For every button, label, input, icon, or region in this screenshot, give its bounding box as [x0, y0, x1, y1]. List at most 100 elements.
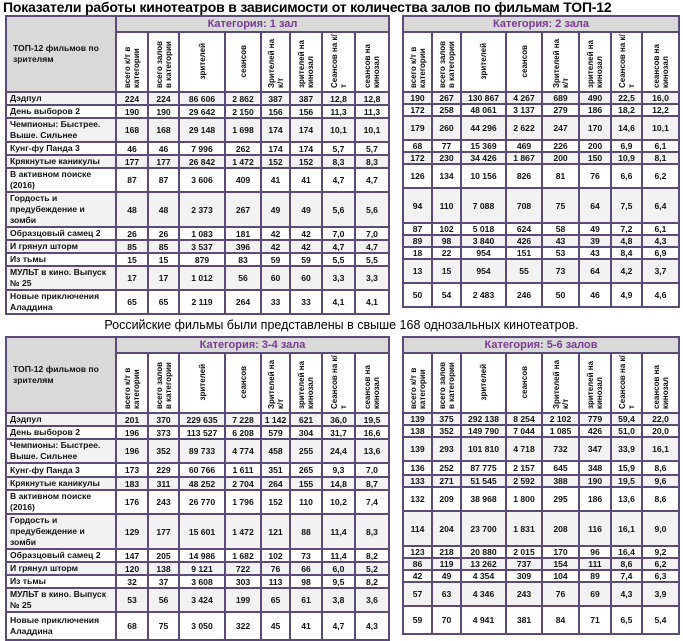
- table-cell: 6,3: [641, 569, 680, 583]
- table-row: 89 98 3 840 426 43 39 4,8 4,3: [402, 234, 680, 248]
- table-cell: 303: [224, 574, 262, 589]
- table-cell: 3,3: [354, 265, 390, 291]
- table-row: 42 49 4 354 309 104 89 7,4 6,3: [402, 569, 680, 583]
- table-cell: 152: [260, 154, 291, 169]
- table-cell: 41: [289, 611, 323, 641]
- table-cell: 61: [289, 587, 323, 613]
- table-cell: 133: [402, 474, 433, 488]
- table-cell: 293: [431, 436, 462, 462]
- table-cell: 4 354: [460, 569, 507, 583]
- table-cell: 264: [260, 476, 291, 491]
- table-cell: 1 083: [178, 226, 226, 241]
- table-cell: 152: [289, 154, 323, 169]
- table-cell: 46: [578, 282, 612, 308]
- table-cell: 2 102: [541, 412, 580, 426]
- table-cell: 46: [115, 141, 149, 156]
- table-cell: 13,6: [610, 486, 643, 512]
- table-row: И грянул шторм 85 85 3 537 396 42 42 4,7 4,7: [5, 239, 390, 254]
- table-cell: 64: [578, 258, 612, 284]
- table-row: День выборов 2 190 190 29 642 2 150 156 156 11,…: [5, 104, 390, 119]
- table-cell: 42: [260, 239, 291, 254]
- table-cell: 9,3: [321, 462, 356, 478]
- table-cell: 381: [505, 605, 543, 635]
- table-cell: 113: [260, 574, 291, 589]
- table-cell: 56: [224, 265, 262, 291]
- column-header: Зрителей на к/т: [541, 352, 580, 414]
- table-cell: 87 775: [460, 460, 507, 476]
- table-cell: 22: [431, 246, 462, 260]
- table-cell: 224: [115, 91, 149, 106]
- table-cell: 87: [115, 167, 149, 193]
- table-cell: 60 766: [178, 462, 226, 478]
- table-cell: 7 228: [224, 412, 262, 427]
- table-cell: 1 831: [505, 510, 543, 547]
- film-name: Чемпионы: Быстрее. Выше. Сильнее: [5, 438, 117, 464]
- table-cell: 113 527: [178, 425, 226, 440]
- table-cell: 5,7: [321, 141, 356, 156]
- table-cell: 33: [260, 289, 291, 315]
- table-cell: 2 862: [224, 91, 262, 106]
- table-cell: 258: [431, 103, 462, 117]
- film-name: В активном поиске (2016): [5, 489, 117, 515]
- table-cell: 59,4: [610, 412, 643, 426]
- column-header-label: сеансов на кинозал: [363, 44, 381, 88]
- column-header: Зрителей на к/т: [260, 352, 291, 414]
- table-row: День выборов 2 196 373 113 527 6 208 579 304 31…: [5, 425, 390, 440]
- table-cell: 14,8: [321, 476, 356, 491]
- table-cell: 264: [224, 289, 262, 315]
- table-cell: 190: [578, 474, 612, 488]
- table-row: 18 22 954 151 53 43 8,4 6,9: [402, 246, 680, 260]
- table-cell: 179: [402, 115, 433, 141]
- table-cell: 48: [147, 191, 180, 228]
- column-header-label: сеансов на кинозал: [363, 365, 381, 409]
- table-cell: 2 119: [178, 289, 226, 315]
- table-row: 114 204 23 700 1 831 208 116 16,1 9,0: [402, 510, 680, 547]
- table-cell: 4,7: [321, 611, 356, 641]
- column-header-label: зрителей: [197, 363, 207, 401]
- column-header: Зрителей на к/т: [260, 31, 291, 93]
- column-header-label: всего к/т в категории: [123, 367, 141, 409]
- column-header: всего к/т в категории: [115, 352, 149, 414]
- table-cell: 57: [402, 581, 433, 607]
- table-cell: 8,6: [641, 486, 680, 512]
- column-header-label: зрителей на кинозал: [586, 40, 604, 88]
- table-cell: 2 592: [505, 474, 543, 488]
- table-cell: 4,1: [321, 289, 356, 315]
- table-cell: 53: [115, 587, 149, 613]
- film-name: Гордость и предубеждение и зомби: [5, 191, 117, 228]
- table-cell: 8 254: [505, 412, 543, 426]
- table-cell: 1 698: [224, 117, 262, 143]
- table-cell: 43: [578, 246, 612, 260]
- table-cell: 708: [505, 187, 543, 224]
- table-row: 94 110 7 088 708 75 64 7,5 6,4: [402, 187, 680, 224]
- table-cell: 8,6: [610, 557, 643, 571]
- table-cell: 132: [402, 486, 433, 512]
- table-row: 57 63 4 346 243 76 69 4,3 3,9: [402, 581, 680, 607]
- table-cell: 304: [289, 425, 323, 440]
- table-cell: 11,4: [321, 513, 356, 550]
- table-cell: 200: [541, 151, 580, 165]
- table-row: Новые приключения Аладдина 65 65 2 119 264 33…: [5, 289, 390, 315]
- film-name: Дэдпул: [5, 91, 117, 106]
- column-header-label: Зрителей на к/т: [551, 359, 570, 409]
- table-cell: 426: [505, 234, 543, 248]
- table-cell: 5,5: [354, 252, 390, 267]
- table-cell: 71: [578, 605, 612, 635]
- table-cell: 156: [260, 104, 291, 119]
- table-cell: 3,8: [321, 587, 356, 613]
- table-cell: 8,7: [354, 476, 390, 491]
- table-cell: 168: [147, 117, 180, 143]
- table-cell: 102: [431, 222, 462, 236]
- table-cell: 2 704: [224, 476, 262, 491]
- table-cell: 110: [431, 187, 462, 224]
- subtitle: Российские фильмы были представлены в св…: [104, 318, 579, 332]
- table-row: Дэдпул 224 224 86 606 2 862 387 387 12,8 12,8: [5, 91, 390, 106]
- table-row: 50 54 2 483 246 50 46 4,9 4,6: [402, 282, 680, 308]
- table-cell: 4 941: [460, 605, 507, 635]
- table-cell: 201: [115, 412, 149, 427]
- table-cell: 86: [402, 557, 433, 571]
- table-cell: 94: [402, 187, 433, 224]
- table-cell: 9 121: [178, 561, 226, 576]
- table-cell: 295: [541, 486, 580, 512]
- table-cell: 209: [431, 486, 462, 512]
